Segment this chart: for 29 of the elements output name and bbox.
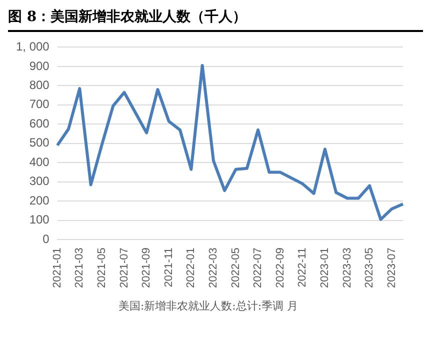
x-tick-label: 2022-09 <box>274 248 286 288</box>
x-tick-label: 2022-05 <box>230 248 242 288</box>
chart-title: 图 8：美国新增非农就业人数（千人） <box>8 8 423 32</box>
y-tick-label: 900 <box>29 58 50 73</box>
text: 美国:新增非农就业人数:总计:季调 月 <box>118 299 298 312</box>
y-tick-label: 700 <box>29 97 50 112</box>
x-tick-label: 2021-07 <box>118 248 130 288</box>
y-tick-label: 800 <box>29 78 50 92</box>
x-tick-label: 2021-05 <box>96 248 108 288</box>
x-tick-label: 2023-01 <box>318 248 331 288</box>
y-tick-label: 400 <box>29 154 50 169</box>
x-tick-label: 2021-01 <box>51 248 64 288</box>
x-tick-label: 2021-09 <box>140 248 153 288</box>
x-tick-label: 2023-05 <box>364 248 376 288</box>
x-tick-label: 2022-03 <box>207 248 220 288</box>
y-tick-label: 600 <box>29 116 50 130</box>
x-tick-label: 2021-03 <box>74 248 86 288</box>
y-tick-label: 200 <box>29 193 50 208</box>
y-tick-label: 0 <box>42 232 50 246</box>
x-tick-label: 2021-11 <box>162 248 175 288</box>
x-tick-label: 2022-11 <box>296 248 309 288</box>
y-tick-label: 100 <box>29 212 50 227</box>
x-tick-label: 2023-07 <box>386 248 398 288</box>
x-tick-label: 2023-03 <box>341 248 354 288</box>
x-tick-label: 2022-07 <box>252 248 264 288</box>
x-tick-label: 2022-01 <box>185 248 198 288</box>
y-tick-label: 300 <box>29 174 50 188</box>
y-tick-label: 1, 000 <box>16 40 50 54</box>
y-tick-label: 500 <box>29 136 50 150</box>
